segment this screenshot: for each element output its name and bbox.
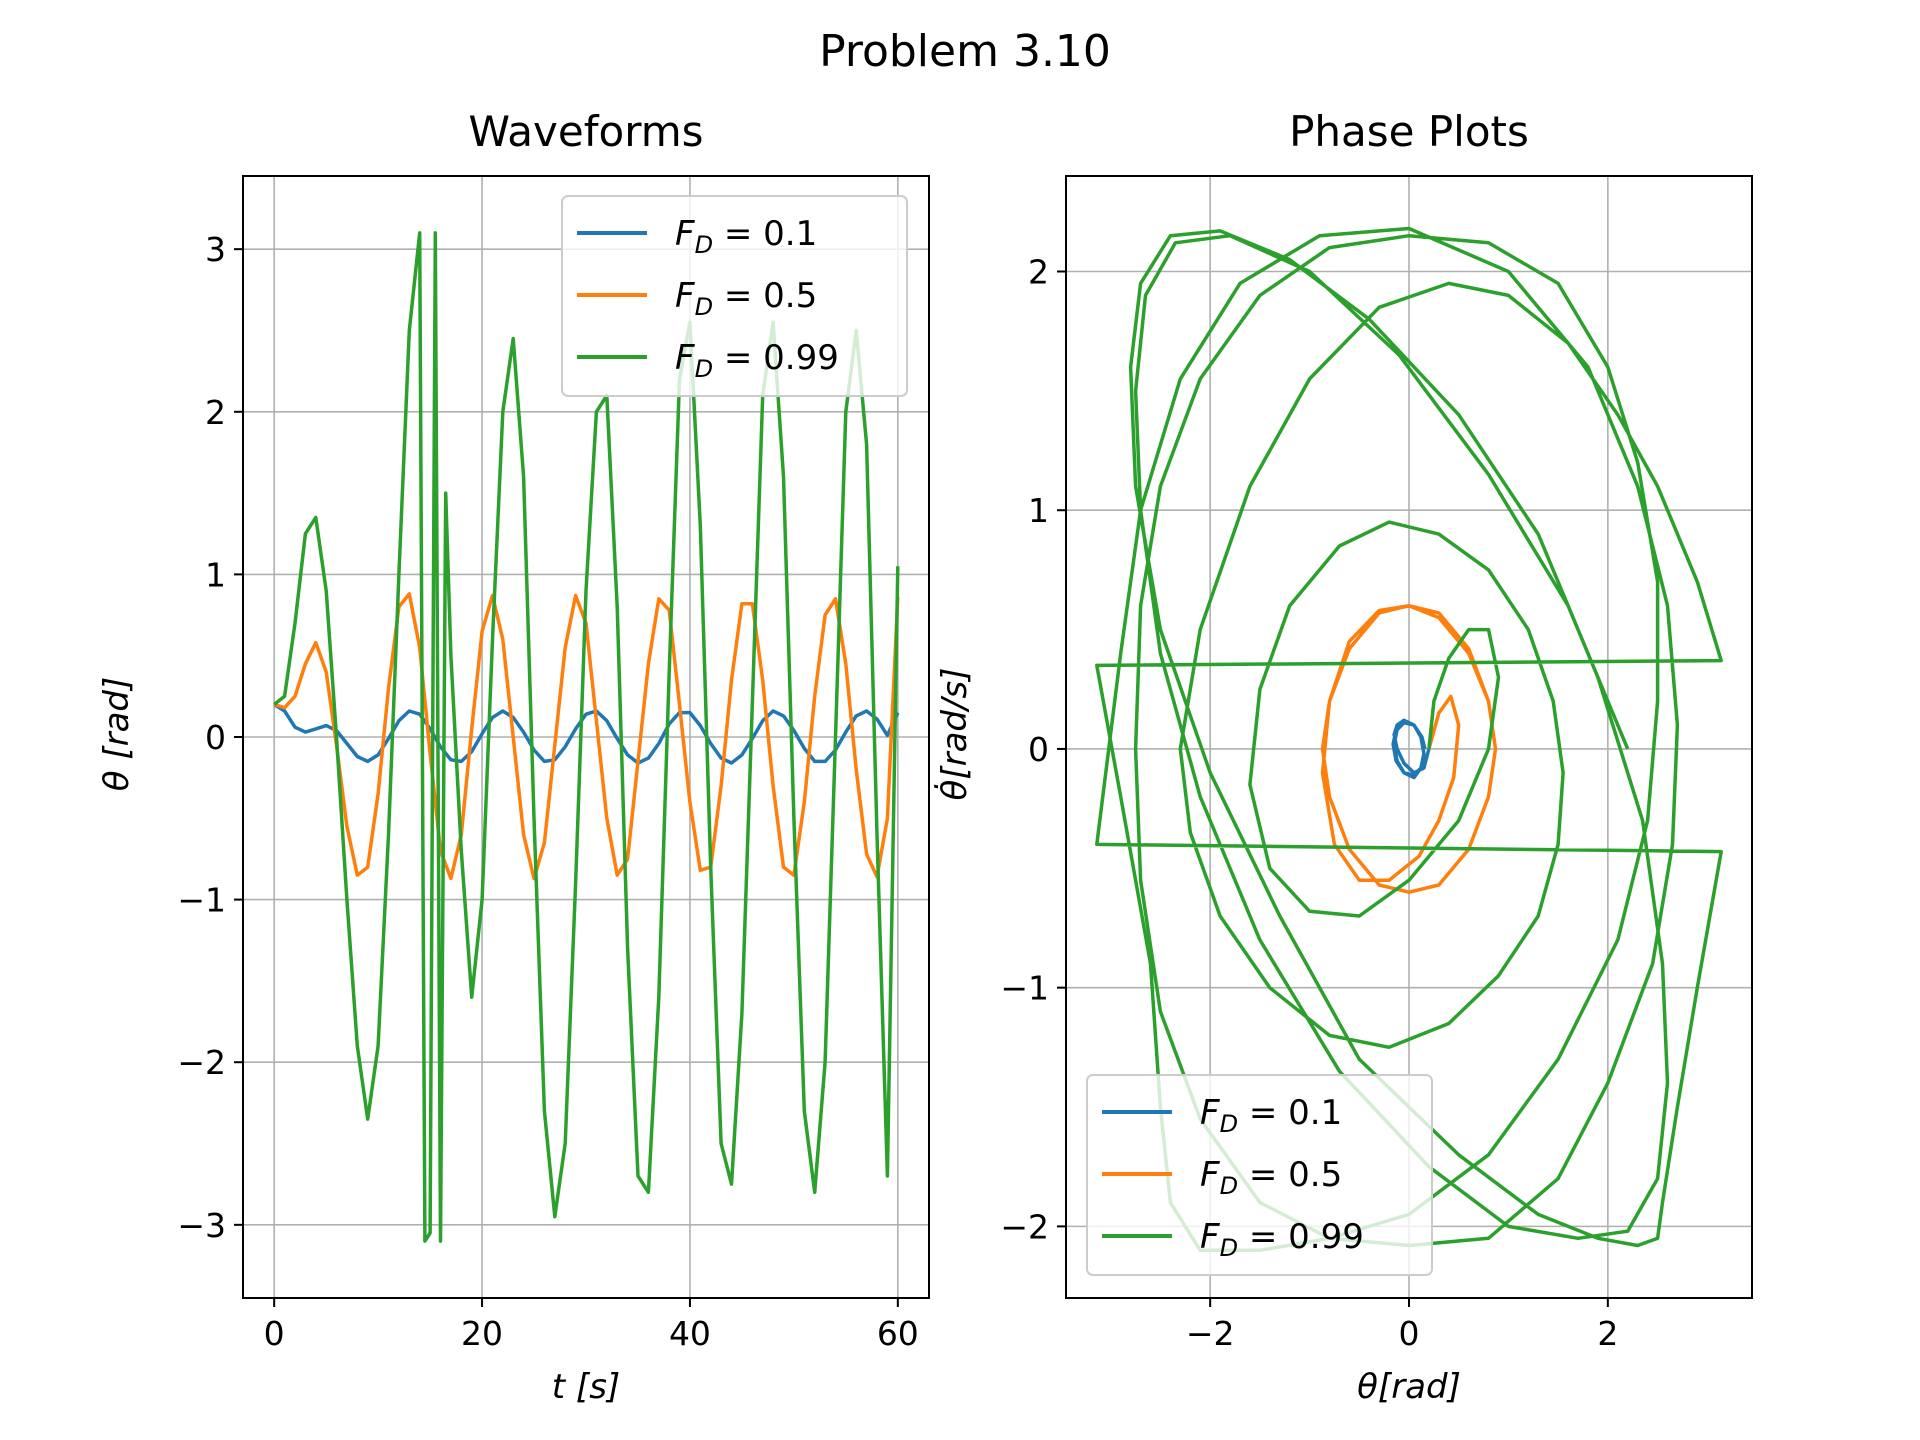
y-tick-label: −2 [1000,1207,1049,1246]
x-tick-label: 60 [877,1314,919,1353]
x-axis-label: t [s] [552,1367,620,1407]
axes-title: Waveforms [468,107,703,156]
y-axis-label: θ̇[rad/s] [934,668,975,801]
series-line [273,703,900,765]
legend-box [1086,1074,1433,1276]
x-tick-label: 40 [669,1314,711,1353]
y-tick-label: 1 [205,555,226,594]
y-tick-label: −1 [177,881,226,920]
legend-label: FD = 0.1 [1200,1093,1342,1138]
y-tick-label: −2 [177,1043,226,1082]
series-line [1391,718,1431,780]
y-tick-label: −1 [1000,969,1049,1008]
x-tick-label: −2 [1186,1314,1235,1353]
series-line [273,231,900,1243]
x-axis-label: θ[rad] [1357,1367,1461,1407]
y-tick-label: 2 [205,393,226,432]
legend: FD = 0.1 FD = 0.5 FD = 0.99 [1086,1074,1433,1276]
y-tick-label: −3 [177,1206,226,1245]
figure-suptitle: Problem 3.10 [819,26,1111,77]
series-line [1095,226,1723,1253]
waveforms-axes: 0 20 40 60 −3 −2 −1 0 1 2 3 Waveforms t [s] θ [rad] FD… [97,107,930,1407]
legend-label: FD = 0.99 [1200,1217,1364,1262]
x-tick-label: 0 [1399,1314,1420,1353]
legend-label: FD = 0.5 [675,276,817,321]
y-axis-label: θ [rad] [97,677,137,792]
legend: FD = 0.1 FD = 0.5 FD = 0.99 [561,195,908,397]
series-line [1320,603,1498,894]
y-tick-label: 1 [1028,491,1049,530]
phase-plots-axes: −2 0 2 −2 −1 0 1 2 Phase Plots θ[rad] θ̇[rad/s] FD … [934,107,1753,1407]
x-tick-label: 0 [264,1314,285,1353]
y-tick-label: 0 [1028,730,1049,769]
y-tick-label: 0 [205,718,226,757]
x-tick-label: 2 [1597,1314,1618,1353]
legend-label: FD = 0.1 [675,214,817,259]
legend-label: FD = 0.99 [675,338,839,383]
axes-title: Phase Plots [1289,107,1529,156]
series-group [273,231,900,1243]
y-tick-label: 3 [205,230,226,269]
y-tick-label: 2 [1028,252,1049,291]
legend-box [561,195,908,397]
x-tick-label: 20 [461,1314,503,1353]
series-group [1095,226,1723,1253]
legend-label: FD = 0.5 [1200,1155,1342,1200]
